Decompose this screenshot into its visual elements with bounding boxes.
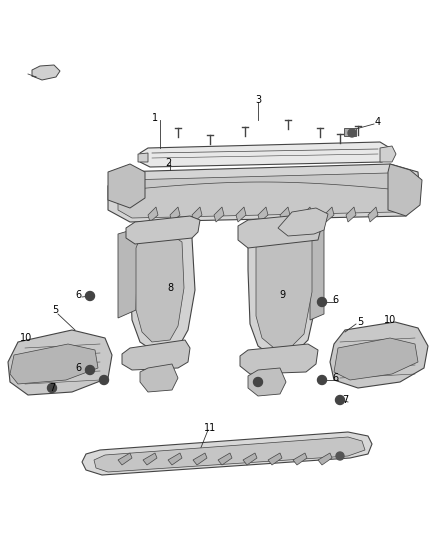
Text: 7: 7 [49, 383, 55, 393]
Polygon shape [108, 164, 420, 222]
Text: 6: 6 [332, 295, 338, 305]
Polygon shape [170, 207, 180, 222]
Polygon shape [248, 368, 286, 396]
Polygon shape [324, 207, 334, 222]
Polygon shape [334, 338, 418, 380]
Text: 9: 9 [279, 290, 285, 300]
Circle shape [336, 452, 344, 460]
Text: 11: 11 [204, 423, 216, 433]
Circle shape [47, 384, 57, 392]
Polygon shape [280, 207, 290, 222]
Polygon shape [318, 453, 332, 465]
Polygon shape [302, 207, 312, 222]
Polygon shape [140, 364, 178, 392]
Polygon shape [310, 222, 324, 320]
Text: 1: 1 [152, 113, 158, 123]
Text: 3: 3 [255, 95, 261, 105]
Polygon shape [192, 207, 202, 222]
Polygon shape [94, 437, 365, 472]
Polygon shape [108, 164, 145, 208]
Polygon shape [218, 453, 232, 465]
Polygon shape [82, 432, 372, 475]
Polygon shape [136, 234, 184, 342]
Polygon shape [193, 453, 207, 465]
Text: 7: 7 [342, 395, 348, 405]
Text: 2: 2 [165, 158, 171, 168]
Polygon shape [380, 146, 396, 162]
Polygon shape [143, 453, 157, 465]
Text: 6: 6 [75, 363, 81, 373]
Polygon shape [10, 344, 98, 384]
Polygon shape [138, 153, 148, 162]
FancyBboxPatch shape [344, 128, 356, 136]
Polygon shape [256, 228, 312, 348]
Polygon shape [388, 164, 422, 216]
Polygon shape [330, 322, 428, 388]
Text: 6: 6 [75, 290, 81, 300]
Circle shape [318, 297, 326, 306]
Polygon shape [214, 207, 224, 222]
Polygon shape [278, 208, 328, 236]
Polygon shape [118, 453, 132, 465]
Polygon shape [126, 216, 200, 244]
Circle shape [318, 376, 326, 384]
Text: 10: 10 [384, 315, 396, 325]
Polygon shape [148, 207, 158, 222]
Polygon shape [238, 214, 322, 248]
Circle shape [99, 376, 109, 384]
Polygon shape [258, 207, 268, 222]
Circle shape [85, 292, 95, 301]
Polygon shape [8, 330, 112, 395]
Polygon shape [118, 228, 138, 318]
Polygon shape [140, 142, 390, 167]
Text: 8: 8 [167, 283, 173, 293]
Circle shape [336, 395, 345, 405]
Polygon shape [268, 453, 282, 465]
Polygon shape [293, 453, 307, 465]
Circle shape [348, 129, 356, 137]
Polygon shape [346, 207, 356, 222]
Circle shape [254, 377, 262, 386]
Text: 6: 6 [332, 373, 338, 383]
Polygon shape [236, 207, 246, 222]
Circle shape [85, 366, 95, 375]
Polygon shape [243, 453, 257, 465]
Text: 10: 10 [20, 333, 32, 343]
Polygon shape [168, 453, 182, 465]
Text: 5: 5 [357, 317, 363, 327]
Polygon shape [122, 340, 190, 370]
Polygon shape [248, 222, 318, 356]
Polygon shape [240, 344, 318, 374]
Text: 4: 4 [375, 117, 381, 127]
Polygon shape [130, 228, 195, 352]
Text: 5: 5 [52, 305, 58, 315]
Polygon shape [368, 207, 378, 222]
Polygon shape [32, 65, 60, 80]
Polygon shape [118, 173, 408, 218]
